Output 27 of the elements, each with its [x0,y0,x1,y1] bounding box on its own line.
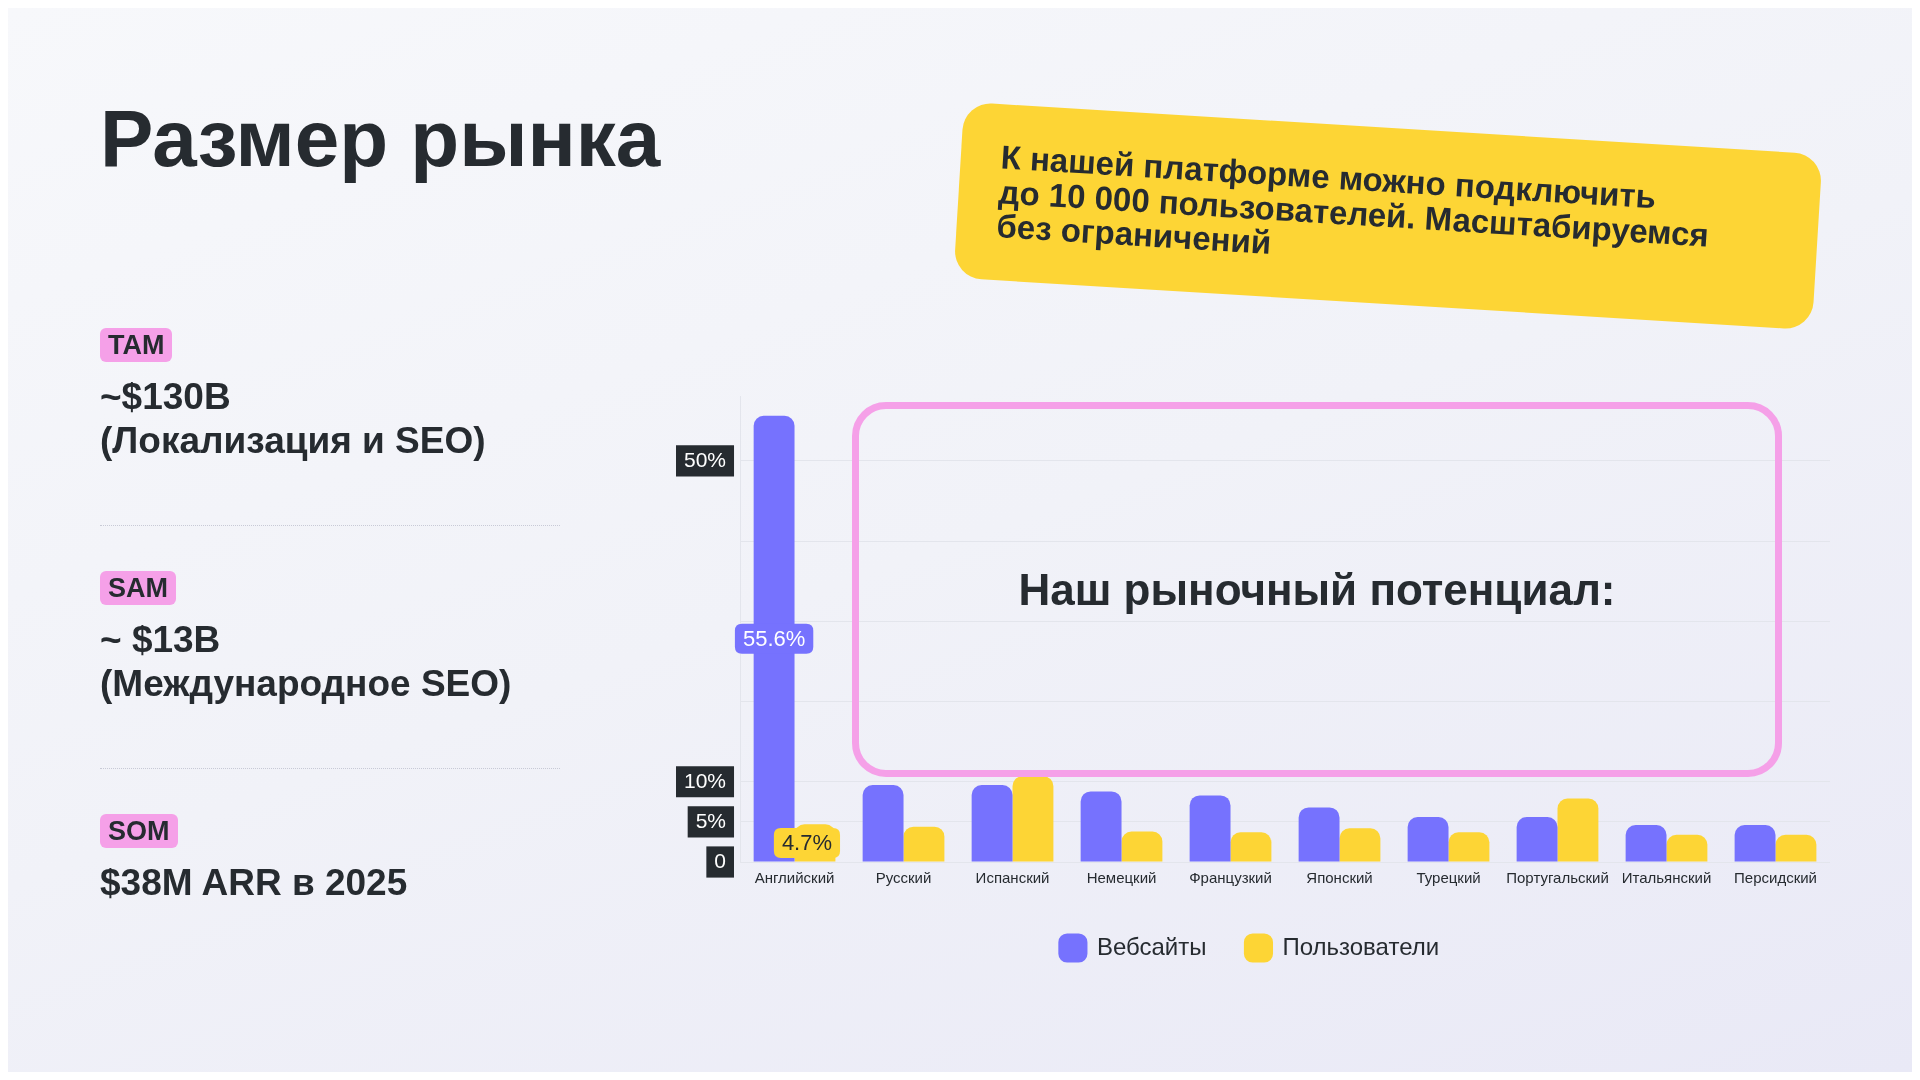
legend-label: Вебсайты [1096,932,1207,960]
y-tick-label: 5% [695,808,727,832]
annotation: Наш рыночный потенциал: [1018,564,1616,615]
text: ~ $13B (Международное SEO) [100,618,513,707]
y-tick-label: 10% [684,768,727,792]
data-label: 55.6% [742,625,806,651]
x-tick-label: Английский [754,869,835,887]
x-tick-label: Турецкий [1416,869,1481,887]
x-tick-label: Испанский [975,869,1050,887]
x-tick-label: Японский [1306,869,1373,887]
x-tick-label: Французкий [1189,869,1272,887]
y-tick-label: 0 [714,848,727,872]
x-tick-label: Персидский [1734,869,1817,887]
text: ~$130B (Локализация и SEO) [100,375,487,464]
text: $38M ARR в 2025 [100,861,409,905]
text: К нашей платформе можно подключить до 10 000 пользователей. Масштабируемся без ограничений [953,101,1823,331]
rounded-outline: Наш рыночный потенциал: [852,402,1782,777]
text: SAM [100,571,176,605]
text: TAM [100,328,173,362]
chart-title: Размер рынка [100,93,661,185]
legend-label: Пользователи [1282,932,1440,960]
text: SOM [100,814,178,848]
x-tick-label: Итальянский [1621,869,1712,887]
y-tick-label: 50% [684,447,727,471]
x-tick-label: Португальский [1506,869,1609,887]
x-tick-label: Немецкий [1086,869,1157,887]
x-tick-label: Русский [875,869,932,887]
